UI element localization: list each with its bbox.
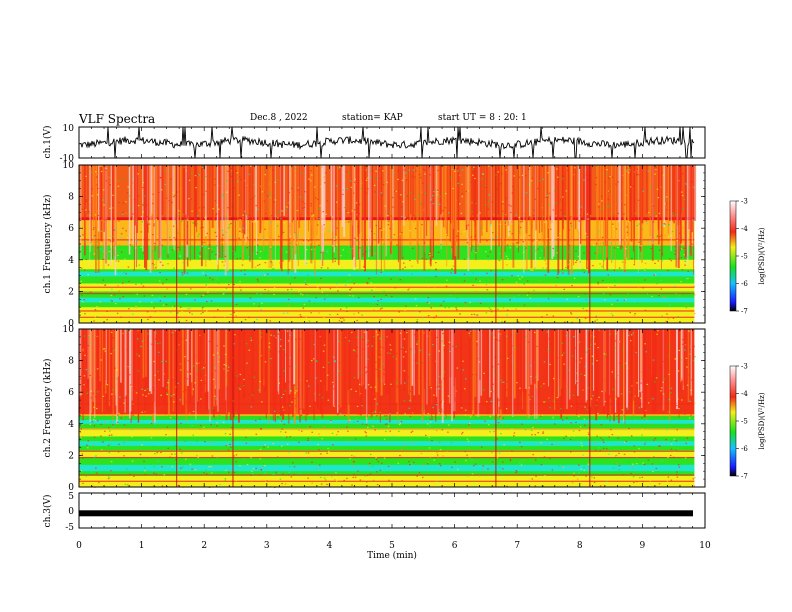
freq-tick-label: 8 bbox=[68, 193, 74, 203]
ch2-colorbar: -3 -4 -5 -6 -7 log(PSD)(V²/Hz) bbox=[729, 363, 766, 481]
freq-tick-label: 2 bbox=[68, 451, 74, 461]
ch2-spectrogram-ylabel: ch.2 Frequency (kHz) bbox=[42, 359, 53, 458]
freq-tick-label: 4 bbox=[68, 420, 74, 430]
ch2-colorbar-gradient bbox=[729, 365, 737, 477]
ch2-spectrogram-image bbox=[79, 329, 696, 489]
chart-title: VLF Spectra bbox=[79, 112, 156, 126]
x-axis-tick-labels: 0 1 2 3 4 5 6 7 8 9 10 bbox=[76, 541, 711, 551]
ch1-ytick-bottom: -10 bbox=[60, 154, 75, 164]
ch1-spectrogram-ylabel: ch.1 Frequency (kHz) bbox=[42, 195, 53, 294]
x-tick-label-5: 5 bbox=[389, 541, 395, 551]
x-tick-label-6: 6 bbox=[452, 541, 458, 551]
x-axis-ticks bbox=[78, 127, 706, 528]
colorbar-tick-label: -6 bbox=[741, 280, 748, 288]
ch3-waveform-line bbox=[79, 510, 693, 517]
freq-tick-label: 0 bbox=[68, 319, 74, 329]
freq-tick-label: 0 bbox=[68, 483, 74, 493]
chart-start-time: start UT = 8 : 20: 1 bbox=[438, 113, 527, 123]
freq-tick-label: 10 bbox=[63, 325, 75, 335]
colorbar-tick-label: -3 bbox=[741, 363, 748, 371]
ch1-spectrogram-image bbox=[79, 165, 697, 324]
freq-tick-label: 10 bbox=[63, 161, 75, 171]
chart-date: Dec.8 , 2022 bbox=[250, 113, 308, 123]
chart-station: station= KAP bbox=[342, 113, 403, 123]
x-tick-label-3: 3 bbox=[264, 541, 270, 551]
freq-tick-label: 8 bbox=[68, 357, 74, 367]
ch3-waveform-ylabel: ch.3(V) bbox=[42, 495, 53, 528]
colorbar-tick-label: -4 bbox=[741, 225, 748, 233]
ch3-ytick-middle: 0 bbox=[68, 507, 74, 517]
x-tick-label-7: 7 bbox=[514, 541, 520, 551]
x-tick-label-1: 1 bbox=[139, 541, 145, 551]
colorbar-tick-label: -5 bbox=[741, 253, 748, 261]
ch1-ytick-top: 10 bbox=[63, 124, 75, 134]
ch2-spectrogram-panel: 0 2 4 6 8 10 ch.2 Frequency (kHz) bbox=[42, 325, 706, 493]
freq-tick-label: 4 bbox=[68, 256, 74, 266]
x-axis-label: Time (min) bbox=[367, 550, 417, 561]
ch3-ytick-top: 5 bbox=[68, 492, 74, 502]
x-tick-label-4: 4 bbox=[327, 541, 333, 551]
colorbar-tick-label: -5 bbox=[741, 418, 748, 426]
x-tick-label-10: 10 bbox=[699, 541, 711, 551]
ch1-waveform-ylabel: ch.1(V) bbox=[42, 126, 53, 159]
ch1-waveform-frame bbox=[78, 126, 706, 159]
freq-tick-label: 2 bbox=[68, 287, 74, 297]
x-tick-label-8: 8 bbox=[577, 541, 583, 551]
ch1-colorbar-gradient bbox=[729, 200, 737, 312]
ch1-colorbar: -3 -4 -5 -6 -7 log(PSD)(V²/Hz) bbox=[729, 198, 766, 316]
ch1-waveform-line bbox=[78, 126, 695, 159]
colorbar-tick-label: -3 bbox=[741, 198, 748, 206]
x-tick-label-2: 2 bbox=[201, 541, 207, 551]
ch2-colorbar-label: log(PSD)(V²/Hz) bbox=[758, 392, 766, 449]
colorbar-tick-label: -7 bbox=[741, 473, 748, 481]
ch3-ytick-bottom: -5 bbox=[65, 523, 74, 533]
colorbar-tick-label: -7 bbox=[741, 308, 748, 316]
ch1-spectrogram-panel: 0 2 4 6 8 10 ch.1 Frequency (kHz) bbox=[42, 161, 706, 329]
x-tick-label-9: 9 bbox=[640, 541, 646, 551]
freq-tick-label: 6 bbox=[68, 224, 74, 234]
ch1-colorbar-label: log(PSD)(V²/Hz) bbox=[758, 227, 766, 284]
colorbar-tick-label: -6 bbox=[741, 445, 748, 453]
colorbar-tick-label: -4 bbox=[741, 390, 748, 398]
freq-tick-label: 6 bbox=[68, 388, 74, 398]
x-tick-label-0: 0 bbox=[76, 541, 82, 551]
